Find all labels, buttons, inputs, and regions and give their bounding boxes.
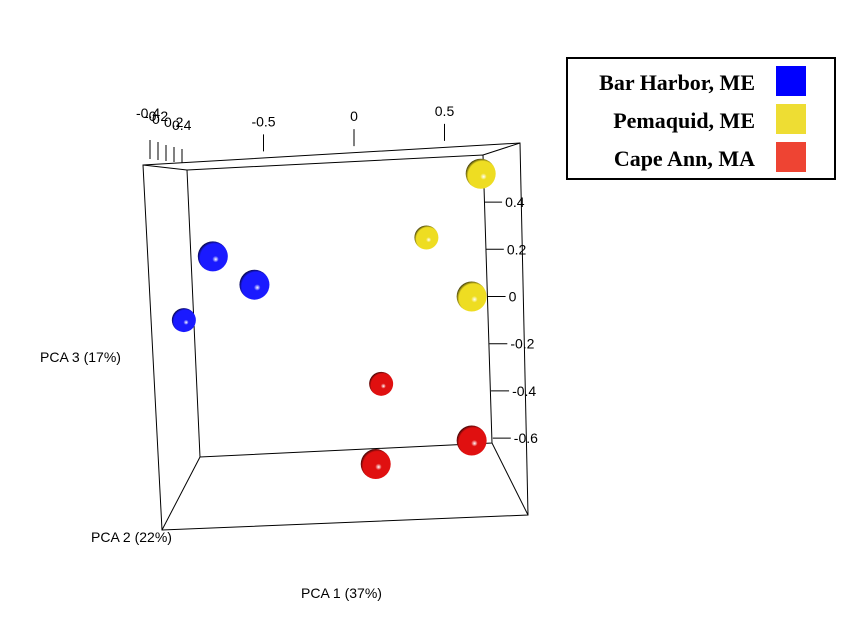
y-tick-label: 0.4 [172,117,192,133]
y-tick-label: 0 [152,111,160,127]
z-tick-label: -0.4 [512,383,536,399]
legend-label: Cape Ann, MA [614,146,755,171]
legend-label: Bar Harbor, ME [599,70,755,95]
data-point [465,158,496,189]
box-edge [142,164,188,171]
z-axis-ticks: 0.4 0.2 0 -0.2 -0.4 -0.6 [484,194,538,446]
y-tick-label: -0.4 [136,105,160,121]
box-edge [482,142,521,156]
z-tick-label: 0 [509,289,517,305]
data-point [414,225,439,250]
y-tick-label: 0.2 [164,114,184,130]
data-points [171,158,496,480]
z-tick-label: -0.6 [514,430,538,446]
data-point [171,308,196,333]
y-axis-title: PCA 2 (22%) [91,529,172,545]
data-point [369,371,394,396]
y-axis-tick-labels: -0.4 -0.2 0 0.2 0.4 [136,105,192,133]
data-point [360,449,391,480]
legend-swatch [776,104,806,134]
data-point [456,425,487,456]
box-edge [161,456,201,531]
box-edge [491,442,529,516]
data-point [239,269,270,300]
y-tick-label: -0.2 [144,108,168,124]
y-axis-ticks-crowded [149,140,183,163]
x-tick-label: -0.5 [251,113,275,129]
legend-label: Pemaquid, ME [613,108,755,133]
data-point [456,281,487,312]
z-tick-label: 0.2 [507,241,527,257]
z-tick-label: -0.2 [510,336,534,352]
x-axis-ticks: -0.5 0 0.5 [251,103,455,152]
plot-box [142,142,529,531]
x-tick-label: 0.5 [435,103,455,119]
legend-swatch [776,142,806,172]
box-front-face [142,142,529,531]
box-back-face [186,154,493,458]
legend: Bar Harbor, ME Pemaquid, ME Cape Ann, MA [566,57,836,180]
x-axis-title: PCA 1 (37%) [301,585,382,601]
z-tick-label: 0.4 [505,194,525,210]
x-tick-label: 0 [350,108,358,124]
data-point [197,241,228,272]
legend-swatch [776,66,806,96]
z-axis-title: PCA 3 (17%) [40,349,121,365]
